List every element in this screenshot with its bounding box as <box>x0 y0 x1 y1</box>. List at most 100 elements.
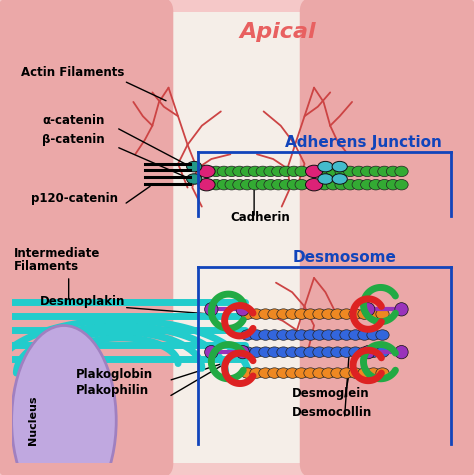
Ellipse shape <box>287 166 301 177</box>
Ellipse shape <box>376 347 389 357</box>
Ellipse shape <box>386 166 400 177</box>
Ellipse shape <box>378 180 391 190</box>
Text: Cadherin: Cadherin <box>230 211 290 224</box>
Ellipse shape <box>241 330 254 340</box>
Ellipse shape <box>264 180 277 190</box>
Ellipse shape <box>340 347 353 357</box>
Ellipse shape <box>280 166 293 177</box>
Ellipse shape <box>361 166 374 177</box>
Text: Intermediate: Intermediate <box>14 247 100 260</box>
Ellipse shape <box>358 368 371 378</box>
Text: Plakophilin: Plakophilin <box>76 384 149 397</box>
Ellipse shape <box>277 347 290 357</box>
Ellipse shape <box>369 180 383 190</box>
Ellipse shape <box>318 166 331 177</box>
Text: Plakoglobin: Plakoglobin <box>76 368 154 381</box>
Ellipse shape <box>340 330 353 340</box>
Ellipse shape <box>295 166 308 177</box>
Bar <box>159 11 314 464</box>
Text: Adherens Junction: Adherens Junction <box>285 135 442 151</box>
Text: Desmoglein: Desmoglein <box>292 387 370 400</box>
Ellipse shape <box>272 180 285 190</box>
Ellipse shape <box>295 368 308 378</box>
Ellipse shape <box>367 330 380 340</box>
Text: p120-catenin: p120-catenin <box>31 192 118 205</box>
Circle shape <box>236 345 249 359</box>
Ellipse shape <box>233 180 246 190</box>
Circle shape <box>205 303 218 316</box>
Ellipse shape <box>309 166 323 177</box>
Ellipse shape <box>318 162 333 172</box>
Ellipse shape <box>187 162 202 172</box>
Ellipse shape <box>327 180 340 190</box>
Ellipse shape <box>349 347 362 357</box>
Ellipse shape <box>313 347 326 357</box>
Ellipse shape <box>322 309 335 319</box>
Circle shape <box>205 345 218 359</box>
Ellipse shape <box>318 180 331 190</box>
Ellipse shape <box>349 330 362 340</box>
Ellipse shape <box>327 166 340 177</box>
Ellipse shape <box>259 347 272 357</box>
Ellipse shape <box>295 347 308 357</box>
Ellipse shape <box>268 330 281 340</box>
Ellipse shape <box>332 174 347 184</box>
Ellipse shape <box>250 330 263 340</box>
Ellipse shape <box>286 368 299 378</box>
Text: Apical: Apical <box>239 22 316 42</box>
Ellipse shape <box>187 174 202 184</box>
Ellipse shape <box>340 309 353 319</box>
Circle shape <box>362 303 375 316</box>
Ellipse shape <box>210 166 223 177</box>
Ellipse shape <box>318 174 333 184</box>
Ellipse shape <box>304 330 317 340</box>
Text: Desmosome: Desmosome <box>292 249 396 265</box>
Ellipse shape <box>248 180 262 190</box>
Ellipse shape <box>331 330 344 340</box>
Ellipse shape <box>332 162 347 172</box>
Ellipse shape <box>322 347 335 357</box>
Ellipse shape <box>295 180 308 190</box>
Ellipse shape <box>225 166 238 177</box>
Ellipse shape <box>295 309 308 319</box>
FancyBboxPatch shape <box>300 0 474 475</box>
Ellipse shape <box>277 368 290 378</box>
Text: Desmocollin: Desmocollin <box>292 406 373 419</box>
Ellipse shape <box>240 180 254 190</box>
Ellipse shape <box>287 180 301 190</box>
Ellipse shape <box>367 347 380 357</box>
Ellipse shape <box>259 368 272 378</box>
Ellipse shape <box>335 180 348 190</box>
Ellipse shape <box>286 309 299 319</box>
Ellipse shape <box>248 166 262 177</box>
Ellipse shape <box>286 347 299 357</box>
Ellipse shape <box>225 180 238 190</box>
Ellipse shape <box>352 180 365 190</box>
Circle shape <box>236 303 249 316</box>
Circle shape <box>362 345 375 359</box>
Ellipse shape <box>358 347 371 357</box>
Ellipse shape <box>217 180 230 190</box>
Circle shape <box>395 345 408 359</box>
Ellipse shape <box>331 347 344 357</box>
Ellipse shape <box>268 368 281 378</box>
Ellipse shape <box>309 180 323 190</box>
Ellipse shape <box>340 368 353 378</box>
Ellipse shape <box>250 368 263 378</box>
Ellipse shape <box>233 166 246 177</box>
Ellipse shape <box>210 180 223 190</box>
Ellipse shape <box>367 309 380 319</box>
Ellipse shape <box>286 330 299 340</box>
Ellipse shape <box>280 180 293 190</box>
Ellipse shape <box>378 166 391 177</box>
Ellipse shape <box>313 330 326 340</box>
Ellipse shape <box>277 309 290 319</box>
Ellipse shape <box>369 166 383 177</box>
Ellipse shape <box>305 165 323 178</box>
Ellipse shape <box>268 347 281 357</box>
Text: Filaments: Filaments <box>14 260 79 273</box>
Circle shape <box>395 303 408 316</box>
Ellipse shape <box>395 180 408 190</box>
Ellipse shape <box>386 180 400 190</box>
Ellipse shape <box>250 309 263 319</box>
